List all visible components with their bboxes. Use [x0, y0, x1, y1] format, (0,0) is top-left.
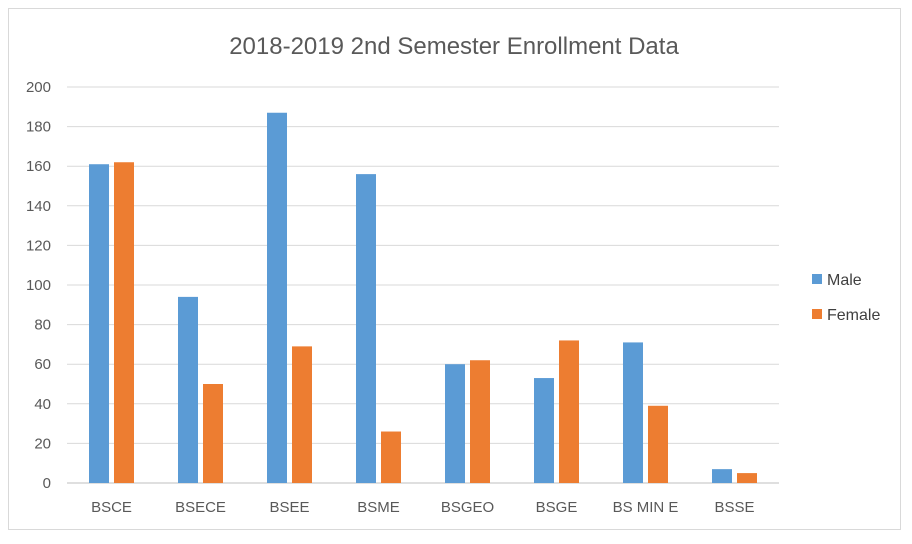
y-tick-label: 180 — [26, 119, 51, 136]
legend-swatch-female — [812, 309, 822, 319]
y-tick-label: 20 — [34, 435, 51, 452]
x-tick-label: BSGE — [536, 499, 578, 516]
y-tick-label: 100 — [26, 277, 51, 294]
bar-male-bsme — [356, 174, 376, 483]
bar-female-bsee — [292, 346, 312, 483]
bars — [89, 112, 757, 484]
y-tick-label: 0 — [43, 475, 51, 492]
y-tick-label: 60 — [34, 356, 51, 373]
bar-female-bsece — [203, 384, 223, 483]
x-tick-label: BSGEO — [441, 499, 494, 516]
chart-frame: 2018-2019 2nd Semester Enrollment Data 0… — [8, 8, 901, 530]
x-tick-label: BSSE — [714, 499, 754, 516]
bar-male-bsse — [712, 469, 732, 483]
bar-male-bsece — [178, 296, 198, 483]
bar-female-bsgeo — [470, 360, 490, 483]
y-tick-label: 40 — [34, 396, 51, 413]
gridlines — [67, 86, 779, 484]
bar-female-bsce — [114, 162, 134, 484]
bar-male-bsce — [89, 164, 109, 483]
bar-chart: 2018-2019 2nd Semester Enrollment Data 0… — [26, 33, 880, 516]
x-tick-label: BSECE — [175, 499, 226, 516]
chart-title: 2018-2019 2nd Semester Enrollment Data — [229, 33, 679, 60]
bar-male-bsge — [534, 378, 554, 483]
y-axis-ticks: 0 20 40 60 80 100 120 140 160 180 200 — [26, 79, 51, 492]
legend: Male Female — [812, 272, 880, 324]
bar-female-bsse — [737, 473, 757, 483]
legend-swatch-male — [812, 274, 822, 284]
y-tick-label: 140 — [26, 198, 51, 215]
y-tick-label: 160 — [26, 158, 51, 175]
bar-female-bsge — [559, 340, 579, 483]
bar-male-bsee — [267, 112, 287, 484]
bar-female-bsme — [381, 431, 401, 483]
x-axis-ticks: BSCE BSECE BSEE BSME BSGEO BSGE BS MIN E BSSE — [91, 499, 754, 516]
y-tick-label: 200 — [26, 79, 51, 96]
bar-male-bs-min-e — [623, 342, 643, 483]
y-tick-label: 120 — [26, 237, 51, 254]
x-tick-label: BS MIN E — [613, 499, 679, 516]
y-tick-label: 80 — [34, 317, 51, 334]
legend-label-female: Female — [827, 307, 880, 324]
x-tick-label: BSME — [357, 499, 400, 516]
x-tick-label: BSEE — [269, 499, 309, 516]
bar-male-bsgeo — [445, 364, 465, 483]
legend-label-male: Male — [827, 272, 862, 289]
bar-female-bs-min-e — [648, 405, 668, 483]
x-tick-label: BSCE — [91, 499, 132, 516]
